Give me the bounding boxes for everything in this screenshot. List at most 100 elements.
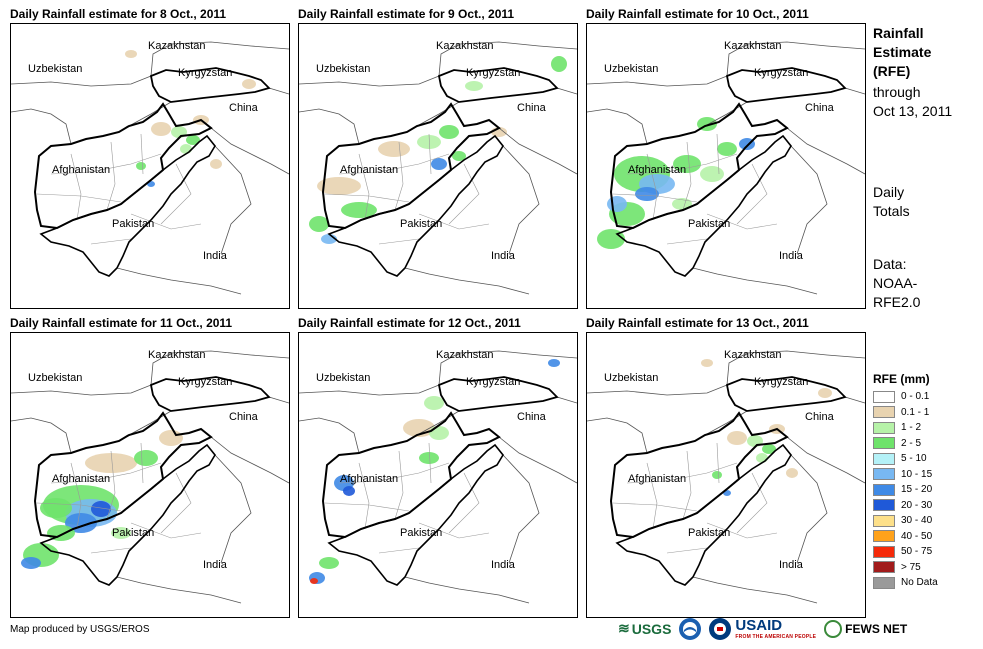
rfe-legend: RFE (mm) 0 - 0.1 0.1 - 1 1 - 2 2 - 5 5 - 10 1… [873,372,938,591]
map-label-uzbekistan: Uzbekistan [316,63,371,75]
legend-label: 5 - 10 [901,453,927,465]
map-label-india: India [491,250,515,262]
province-line [682,450,692,520]
country-border [587,75,728,87]
country-border [11,108,72,145]
map-label-india: India [491,559,515,571]
country-border [786,127,865,175]
country-border [299,384,440,396]
province-line [646,462,658,530]
map-label-kazakhstan: Kazakhstan [724,40,782,52]
country-border [11,384,152,396]
province-line [612,193,698,203]
pakistan-border [39,134,216,277]
legend-swatch [873,437,895,450]
rainfall-map-svg [11,350,289,604]
province-line [160,472,192,534]
province-line [338,462,450,484]
province-line [682,141,692,211]
rainfall-patch [672,198,692,210]
panel-title: Daily Rainfall estimate for 12 Oct., 201… [298,316,521,330]
map-label-afghanistan: Afghanistan [340,473,399,485]
usgs-logo: ≋ USGS [618,620,671,637]
data-line1: Data: [873,256,907,272]
country-border [726,41,865,77]
country-border [268,396,289,404]
rainfall-map: Kazakhstan Uzbekistan Kyrgyzstan China Afgha… [10,23,290,309]
legend-row: 0.1 - 1 [873,405,938,421]
data-source: Data: NOAA- RFE2.0 [873,255,920,312]
map-label-china: China [229,411,258,423]
province-line [736,472,768,534]
rainfall-patch [134,450,158,466]
legend-rows: 0 - 0.1 0.1 - 1 1 - 2 2 - 5 5 - 10 10 - 15 15 … [873,389,938,591]
province-line [418,522,490,539]
rainfall-patch [762,444,776,454]
rainfall-patch [343,486,355,496]
rainfall-patch [151,122,171,136]
daily-line1: Daily [873,184,905,200]
legend-swatch [873,421,895,434]
rainfall-patch [40,498,72,518]
legend-label: 15 - 20 [901,484,933,496]
rfe-title-line3: (RFE) [873,63,911,79]
province-line [70,153,82,221]
country-border [498,127,577,175]
rainfall-patch [424,396,444,410]
map-label-india: India [779,559,803,571]
rainfall-patch [607,196,627,212]
province-line [448,472,480,534]
province-line [140,133,144,175]
rainfall-patch [431,158,447,170]
legend-label: 1 - 2 [901,422,922,434]
rainfall-patch [439,125,459,139]
map-label-kazakhstan: Kazakhstan [148,40,206,52]
province-line [612,502,698,512]
map-label-kyrgyzstan: Kyrgyzstan [754,67,809,79]
rainfall-patch [91,501,111,517]
country-border [116,576,242,604]
rainfall-patch [21,557,41,569]
legend-swatch [873,499,895,512]
legend-row: 2 - 5 [873,436,938,452]
country-border [150,350,289,386]
country-border [210,127,289,175]
rainfall-patch [465,81,483,91]
map-label-afghanistan: Afghanistan [52,164,111,176]
rainfall-patch [700,166,724,182]
province-line [626,462,738,484]
fews-net-text: FEWS NET [845,621,908,636]
rainfall-map-panel-8-oct: Daily Rainfall estimate for 8 Oct., 2011… [10,7,290,309]
map-label-kyrgyzstan: Kyrgyzstan [178,67,233,79]
legend-label: 0.1 - 1 [901,406,930,418]
province-line [626,153,738,175]
country-border [150,41,289,77]
rainfall-patch [419,452,439,464]
country-border [692,267,818,295]
map-label-pakistan: Pakistan [112,218,155,230]
province-line [70,462,82,530]
map-label-india: India [779,250,803,262]
province-line [324,502,410,512]
rainfall-map: Kazakhstan Uzbekistan Kyrgyzstan China Afgha… [298,23,578,309]
rainfall-patch [85,453,137,473]
kyrgyzstan-border [725,376,847,412]
province-line [90,238,132,245]
province-line [646,153,658,221]
province-line [666,547,708,554]
rainfall-patch [786,468,798,478]
map-label-pakistan: Pakistan [688,218,731,230]
rainfall-patch [319,557,339,569]
legend-swatch [873,530,895,543]
map-label-kazakhstan: Kazakhstan [148,349,206,361]
rainfall-patch [673,155,701,173]
legend-swatch [873,514,895,527]
map-label-afghanistan: Afghanistan [52,473,111,485]
country-border [116,267,242,295]
rfe-title-line1: Rainfall [873,25,924,41]
map-label-china: China [517,411,546,423]
rainfall-patch [310,578,318,584]
rainfall-patch [712,471,722,479]
country-border [210,436,289,484]
country-border [844,396,865,404]
